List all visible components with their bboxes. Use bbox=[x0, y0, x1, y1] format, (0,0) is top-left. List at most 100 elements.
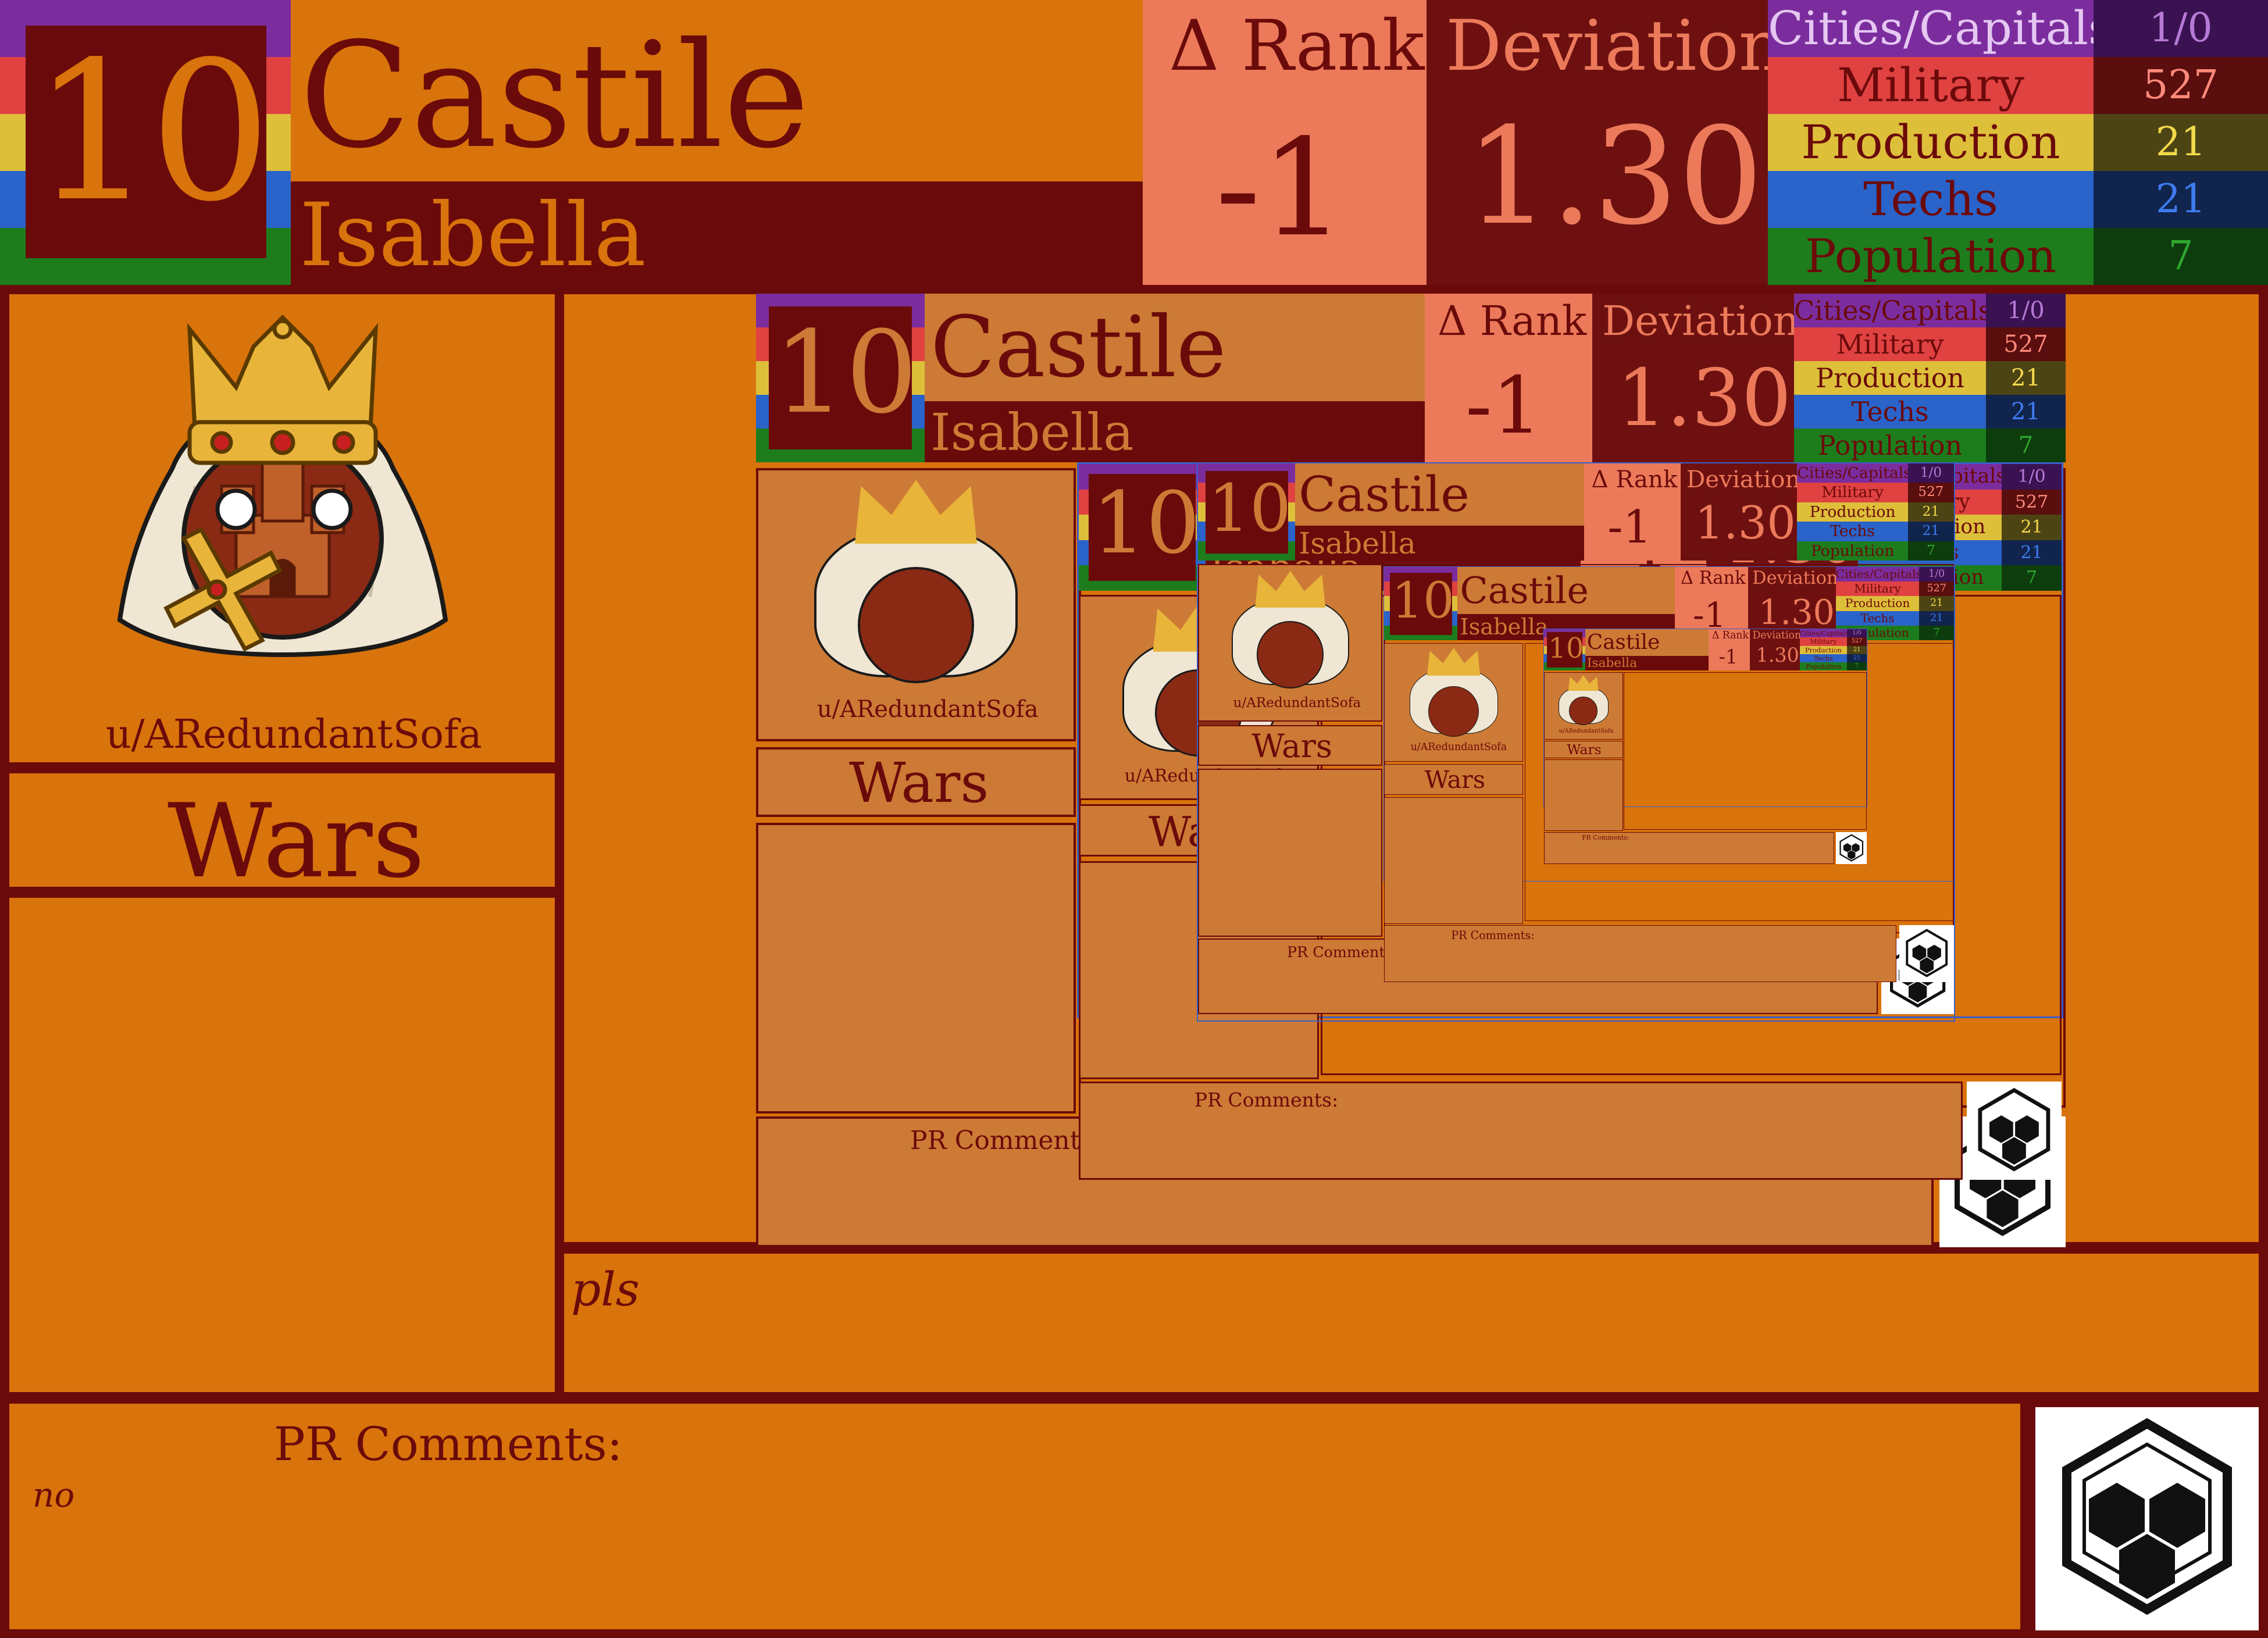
nested-pr-label: PR Comments: bbox=[1194, 1088, 1339, 1111]
deviation-box bbox=[1427, 0, 1768, 285]
nested-stat-value: 527 bbox=[1907, 483, 1954, 502]
nested-stat-value: 21 bbox=[1919, 611, 1954, 626]
nested-pr-label: PR Comments: bbox=[1451, 929, 1535, 943]
nested-dev-label: Deviation bbox=[1752, 568, 1838, 589]
nested-username: u/ARedundantSofa bbox=[817, 696, 1039, 723]
nested-dev-box bbox=[1748, 567, 1836, 641]
wars-list-panel bbox=[9, 898, 555, 1392]
nested-dev-label: Deviation bbox=[1752, 629, 1802, 641]
nested-stat-value: 21 bbox=[2002, 515, 2062, 540]
notes-text: pls bbox=[571, 1262, 640, 1316]
nested-delta-box bbox=[1709, 629, 1750, 671]
nested-leader: Isabella bbox=[1299, 526, 1416, 561]
nested-dev-value: 1.30 bbox=[1756, 643, 1799, 666]
nested-delta-value: -1 bbox=[1607, 501, 1652, 554]
nested-pr-panel bbox=[1384, 925, 1897, 982]
nested-wars: Wars bbox=[1424, 765, 1486, 794]
nested-wars-list bbox=[756, 823, 1076, 1114]
nested-stat-value: 7 bbox=[1919, 625, 1954, 641]
nested-stat-label: Production bbox=[1797, 502, 1908, 522]
nested-stat-label: Cities/Capitals bbox=[1799, 629, 1848, 638]
nested-stat-value: 1/0 bbox=[1907, 463, 1954, 483]
nested-wars: Wars bbox=[1567, 741, 1602, 758]
nested-stat-label: Techs bbox=[1835, 611, 1920, 626]
leader-name: Isabella bbox=[299, 185, 646, 286]
nested-pr-label: PR Comments: bbox=[910, 1126, 1102, 1155]
nested-rank: 10 bbox=[1092, 473, 1200, 573]
nested-nation: Castile bbox=[1299, 465, 1470, 523]
nested-stat-label: Cities/Capitals bbox=[1797, 463, 1908, 483]
nested-frame-1: 10 Castile Isabella Δ Rank -1 Deviation 1.30 Ci… bbox=[756, 294, 2066, 1247]
nested-stat-label: Techs bbox=[1797, 522, 1908, 541]
stat-value-techs: 21 bbox=[2094, 171, 2268, 228]
nested-stat-label: Military bbox=[1794, 327, 1986, 361]
logo-box bbox=[2035, 1407, 2259, 1630]
nested-delta-label: Δ Rank bbox=[1711, 629, 1749, 641]
nested-stat-label: Population bbox=[1799, 662, 1848, 671]
nested-leader: Isabella bbox=[1586, 656, 1638, 671]
crown-icon bbox=[187, 315, 379, 465]
nested-rank: 10 bbox=[1392, 572, 1455, 630]
nested-stat-value: 1/0 bbox=[1847, 629, 1867, 638]
pr-comments-label: PR Comments: bbox=[274, 1417, 623, 1471]
nested-leader: Isabella bbox=[1460, 613, 1549, 640]
username[interactable]: u/ARedundantSofa bbox=[106, 712, 482, 758]
nested-delta-box bbox=[1425, 294, 1592, 462]
nested-stat-label: Military bbox=[1835, 581, 1920, 597]
nested-dev-box bbox=[1592, 294, 1794, 462]
nested-stat-value: 21 bbox=[1907, 522, 1954, 541]
rank-number: 10 bbox=[32, 20, 272, 244]
nested-wars-list bbox=[1198, 769, 1383, 937]
rank-box bbox=[26, 26, 266, 258]
nested-delta-box bbox=[1584, 463, 1681, 561]
stat-label-military: Military bbox=[1768, 57, 2094, 114]
profile-panel: u/ARedundantSofa bbox=[9, 294, 555, 762]
nested-delta-value: -1 bbox=[1692, 595, 1727, 636]
nested-wars-list bbox=[1544, 759, 1623, 832]
nested-leader-band bbox=[1585, 655, 1709, 671]
nested-hex-logo-icon bbox=[1899, 925, 1954, 982]
nested-rank-box bbox=[769, 306, 912, 449]
nested-stat-value: 21 bbox=[1847, 654, 1867, 663]
nested-stat-value: 21 bbox=[2002, 540, 2062, 566]
delta-rank-box bbox=[1143, 0, 1427, 285]
nested-rank-box bbox=[1205, 470, 1288, 554]
nested-stat-value: 527 bbox=[2002, 489, 2062, 515]
pr-comments-panel: PR Comments: no bbox=[9, 1404, 2020, 1629]
nested-stat-label: Cities/Capitals bbox=[1835, 567, 1920, 582]
nested-avatar-ball bbox=[858, 567, 974, 683]
nested-stat-value: 21 bbox=[1919, 596, 1954, 611]
notes-panel: pls bbox=[564, 1254, 2259, 1392]
nested-stat-value: 21 bbox=[1986, 361, 2066, 395]
nested-stat-value: 7 bbox=[2002, 565, 2062, 591]
nested-rank-box bbox=[1389, 572, 1452, 635]
nested-dev-value: 1.30 bbox=[1695, 497, 1796, 549]
nested-stat-value: 7 bbox=[1986, 429, 2066, 462]
delta-rank-value: -1 bbox=[1215, 111, 1346, 266]
stat-label-population: Population bbox=[1768, 228, 2094, 285]
nested-stat-value: 21 bbox=[1847, 645, 1867, 654]
nested-avatar-ball bbox=[1569, 696, 1598, 726]
nested-leader-band bbox=[1295, 525, 1584, 561]
nested-rank: 10 bbox=[1208, 470, 1292, 547]
stat-value-population: 7 bbox=[2094, 228, 2268, 285]
nested-rank: 10 bbox=[1548, 632, 1584, 665]
delta-rank-label: Δ Rank bbox=[1169, 6, 1425, 87]
nested-frame-4: 10 Castile Isabella Δ Rank -1 Deviation 1.30 Ci… bbox=[1383, 566, 1955, 982]
deviation-label: Deviation bbox=[1446, 6, 1784, 87]
nested-stat-value: 1/0 bbox=[1986, 294, 2066, 327]
stat-label-techs: Techs bbox=[1768, 171, 2094, 228]
nested-delta-label: Δ Rank bbox=[1681, 568, 1746, 589]
nation-name: Castile bbox=[299, 11, 810, 180]
nested-stat-label: Cities/Capitals bbox=[1794, 294, 1986, 327]
nested-stat-label: Production bbox=[1799, 645, 1848, 654]
nested-hex-logo-icon bbox=[1835, 832, 1867, 865]
nested-stat-value: 1/0 bbox=[1919, 567, 1954, 582]
nested-pr-label: PR Comments: bbox=[1582, 833, 1629, 841]
nested-stat-label: Population bbox=[1794, 429, 1986, 462]
nested-stat-value: 1/0 bbox=[2002, 464, 2062, 490]
nested-frame-5: 10 Castile Isabella Δ Rank -1 Deviation 1.30 Ci… bbox=[1543, 629, 1867, 865]
nested-dev-label: Deviation bbox=[1602, 297, 1799, 345]
nested-username: u/ARedundantSofa bbox=[1559, 728, 1614, 735]
nested-username: u/ARedundantSofa bbox=[1233, 695, 1361, 711]
